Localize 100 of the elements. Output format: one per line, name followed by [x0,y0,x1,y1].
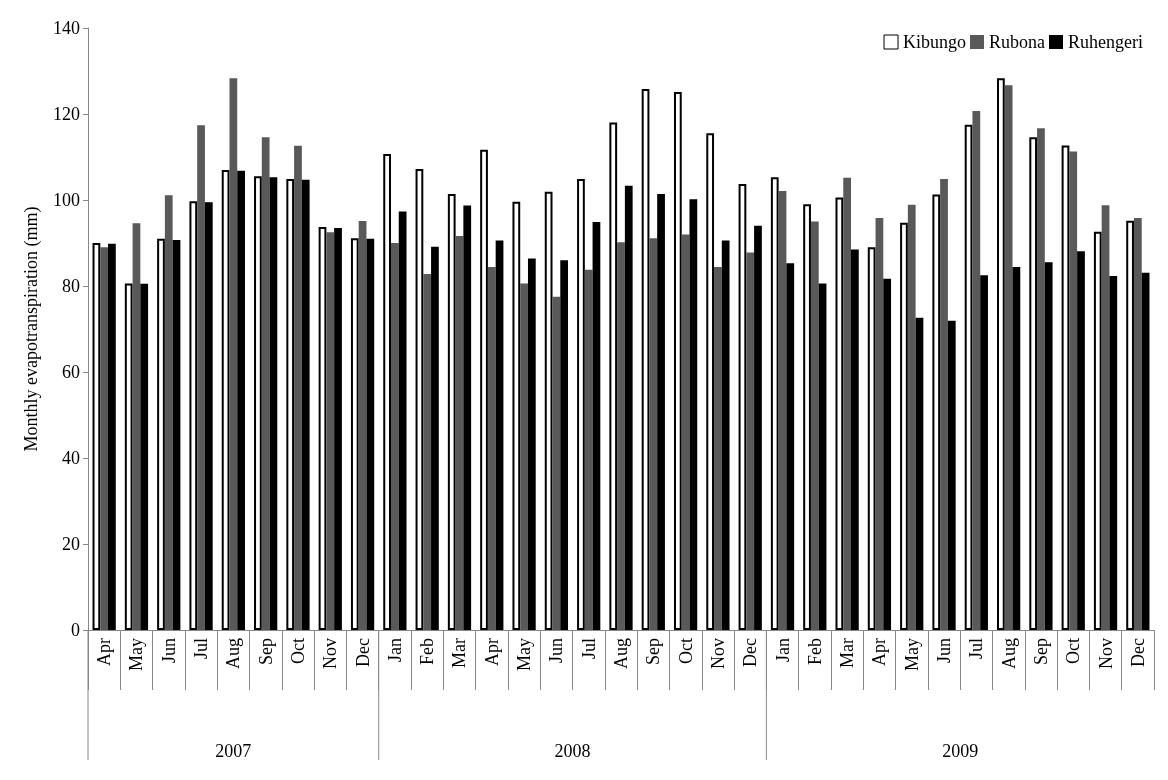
bar [189,201,198,630]
bar [1101,205,1110,630]
bar [326,232,335,630]
bar [301,179,310,630]
y-tick-label: 20 [62,534,80,554]
bar [932,194,941,630]
bar [875,218,884,630]
bar [1093,231,1102,630]
bar [221,169,230,630]
legend-label: Kibungo [903,32,967,52]
x-tick-label: Aug [611,638,631,669]
bar [617,242,625,630]
bar [810,221,819,630]
bar [455,236,464,630]
bar [714,267,722,630]
y-tick-label: 100 [53,190,80,210]
bar [423,273,432,630]
bar [487,267,496,630]
bar [261,137,270,630]
bar [1037,128,1045,630]
bar [1029,137,1038,630]
x-tick-label: May [901,638,922,671]
bar [1109,276,1118,630]
y-tick-label: 0 [71,620,80,640]
legend-label: Rubona [989,32,1046,52]
bar [552,296,561,630]
x-tick-label: Oct [1063,638,1084,664]
bar [609,122,618,630]
x-tick-label: Jul [578,638,599,660]
bar [431,246,439,630]
bar [197,125,205,630]
y-tick-label: 120 [53,104,80,124]
bar [778,190,787,630]
x-tick-label: Apr [869,638,890,666]
bar [754,225,762,630]
bar [132,223,141,630]
bar [172,239,181,630]
bar [1004,85,1013,630]
bar [947,320,956,630]
x-tick-label: Sep [1030,638,1051,665]
bar [527,258,536,630]
x-tick-label: May [126,638,147,671]
x-tick-label: Jul [191,638,212,660]
bar [447,193,456,630]
bar [140,283,149,630]
x-tick-label: Aug [223,638,244,669]
bar [391,243,399,630]
y-tick-label: 60 [62,362,80,382]
bar [1133,218,1142,630]
x-tick-label: Jun [546,638,567,664]
bar [1126,220,1134,630]
x-tick-label: Nov [320,638,341,669]
x-tick-label: Apr [481,638,502,666]
bar [463,205,472,630]
bar [738,184,747,630]
x-tick-label: Sep [255,638,276,665]
bar [269,177,278,630]
bar [689,199,698,630]
x-tick-label: Mar [449,638,470,668]
text: 2008 [554,741,591,761]
bar [480,149,488,630]
x-tick-label: Nov [1095,638,1116,669]
x-tick-label: Dec [1127,638,1148,667]
text: 2007 [215,741,252,761]
bar [237,170,245,630]
x-tick-label: Aug [998,638,1019,669]
bar [867,247,876,630]
x-tick-label: Mar [837,638,858,668]
bar [964,124,973,630]
bar [803,204,811,630]
x-tick-label: Dec [352,638,373,667]
bar [681,234,690,630]
bar [204,202,213,630]
text: 2009 [942,741,979,761]
x-tick-label: Feb [804,638,825,665]
bar [915,317,924,630]
bar [649,238,658,630]
bar [641,89,650,630]
y-tick-label: 80 [62,276,80,296]
bar [415,169,424,630]
bar [940,178,948,630]
x-tick-label: Jun [934,638,955,664]
bar [972,110,981,630]
x-tick-label: Feb [417,638,438,665]
bar [495,240,504,630]
bar [624,185,633,630]
bar [592,221,601,630]
bar [229,78,238,630]
x-tick-label: Jan [384,638,405,662]
bar [786,263,795,630]
bar [92,243,101,630]
x-tick-label: Sep [643,638,664,665]
bar [1141,272,1150,630]
bar [108,243,116,630]
bar [164,195,173,630]
bar [383,153,391,630]
bar [254,176,262,630]
x-tick-label: Jul [966,638,987,660]
x-tick-label: Apr [94,638,115,666]
bar [560,260,569,630]
